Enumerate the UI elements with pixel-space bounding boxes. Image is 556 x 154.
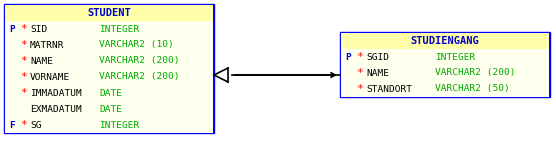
Bar [5, 21, 213, 133]
Text: VARCHAR2 (200): VARCHAR2 (200) [99, 57, 180, 65]
Bar [5, 5, 213, 21]
Bar [4, 4, 214, 133]
Text: *: * [356, 84, 363, 94]
Text: INTEGER: INTEGER [435, 53, 475, 61]
Bar [341, 33, 549, 49]
Text: DATE: DATE [99, 105, 122, 113]
Text: EXMADATUM: EXMADATUM [30, 105, 82, 113]
Text: *: * [20, 120, 27, 130]
Text: VARCHAR2 (200): VARCHAR2 (200) [435, 69, 515, 77]
Text: IMMADATUM: IMMADATUM [30, 89, 82, 97]
Bar [340, 32, 550, 97]
Text: *: * [20, 72, 27, 82]
Text: STUDIENGANG: STUDIENGANG [411, 36, 479, 45]
Text: NAME: NAME [30, 57, 53, 65]
Text: *: * [20, 40, 27, 50]
Text: VARCHAR2 (10): VARCHAR2 (10) [99, 41, 173, 49]
Text: F: F [9, 120, 15, 130]
Text: SID: SID [30, 24, 47, 34]
Text: VORNAME: VORNAME [30, 73, 70, 81]
Text: NAME: NAME [366, 69, 389, 77]
Text: *: * [20, 88, 27, 98]
Text: MATRNR: MATRNR [30, 41, 64, 49]
Text: INTEGER: INTEGER [99, 120, 139, 130]
Text: P: P [9, 24, 15, 34]
Text: STUDENT: STUDENT [87, 8, 131, 18]
Text: INTEGER: INTEGER [99, 24, 139, 34]
Text: *: * [20, 24, 27, 34]
Text: VARCHAR2 (200): VARCHAR2 (200) [99, 73, 180, 81]
Text: *: * [356, 52, 363, 62]
Text: *: * [356, 68, 363, 78]
Text: SGID: SGID [366, 53, 389, 61]
Bar [341, 49, 549, 97]
Text: P: P [345, 53, 351, 61]
Text: VARCHAR2 (50): VARCHAR2 (50) [435, 85, 510, 93]
Text: DATE: DATE [99, 89, 122, 97]
Text: SG: SG [30, 120, 42, 130]
Text: STANDORT: STANDORT [366, 85, 412, 93]
Text: *: * [20, 56, 27, 66]
